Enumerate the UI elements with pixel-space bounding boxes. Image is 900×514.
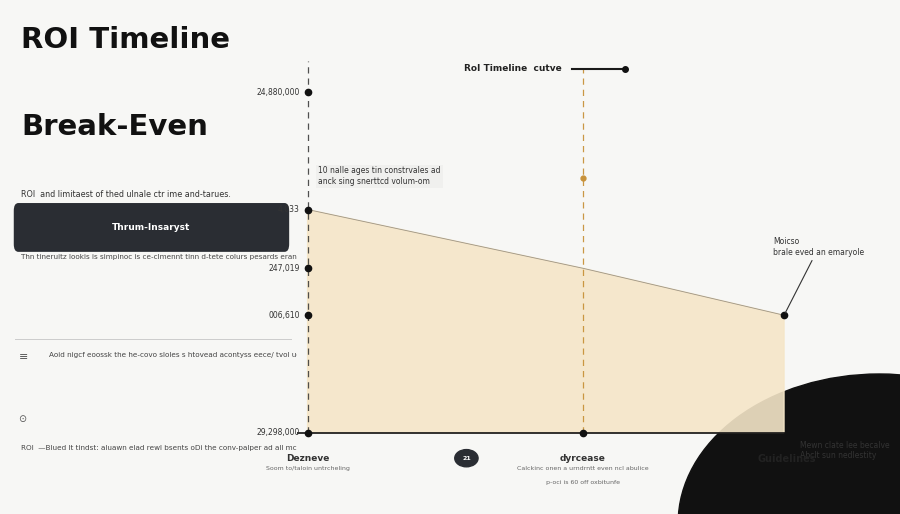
Text: Thn tineruitz lookis is simpinoc is ce-clmennt tinn d-tete colurs pesards erand : Thn tineruitz lookis is simpinoc is ce-c…: [22, 254, 831, 261]
Polygon shape: [308, 210, 784, 433]
Text: 24,880,000: 24,880,000: [256, 87, 300, 97]
Text: 29,298,000: 29,298,000: [256, 428, 300, 437]
Text: Dezneve: Dezneve: [286, 454, 329, 463]
Text: dyrcease: dyrcease: [560, 454, 606, 463]
Text: ⊙: ⊙: [18, 414, 26, 424]
Text: p-oci is 60 off oxbitunfe: p-oci is 60 off oxbitunfe: [546, 480, 620, 485]
Text: Break-Even: Break-Even: [22, 113, 208, 141]
Text: 006,610: 006,610: [268, 311, 300, 320]
Text: Moicso
brale eved an emaryole: Moicso brale eved an emaryole: [773, 237, 865, 313]
Text: 4,033: 4,033: [278, 205, 300, 214]
Text: ROI  and limitaest of thed ulnale ctr ime and-tarues.: ROI and limitaest of thed ulnale ctr ime…: [22, 190, 231, 199]
Text: ROI  —Blued lt tindst: aluawn elad rewl bsents oDi the conv-palper ad all mcPet : ROI —Blued lt tindst: aluawn elad rewl b…: [22, 445, 329, 451]
Text: 10 nalle ages tin constrvales ad
anck sing snerttcd volum-om: 10 nalle ages tin constrvales ad anck si…: [319, 167, 441, 186]
Text: Calckinc onen a urndrntt even ncl abulice: Calckinc onen a urndrntt even ncl abulic…: [518, 466, 649, 471]
Text: Thrum-Insaryst: Thrum-Insaryst: [112, 223, 191, 232]
Text: Mewn clate lee becalve
Abclt sun nedlestity: Mewn clate lee becalve Abclt sun nedlest…: [800, 440, 889, 460]
Text: 247,019: 247,019: [268, 264, 300, 273]
Text: 21: 21: [462, 456, 471, 461]
Text: ROI Timeline: ROI Timeline: [22, 26, 230, 53]
Text: Guidelines: Guidelines: [757, 454, 815, 464]
Text: Soom to/taloin untrcheling: Soom to/taloin untrcheling: [266, 466, 349, 471]
FancyBboxPatch shape: [14, 203, 289, 252]
Circle shape: [454, 450, 478, 467]
Text: RoI Timeline  cutve: RoI Timeline cutve: [464, 64, 562, 73]
Text: Aoid nigcf eoossk the he-covo sloles s htovead acontyss eece/ tvol udeals, or a : Aoid nigcf eoossk the he-covo sloles s h…: [49, 352, 473, 358]
Circle shape: [679, 374, 900, 514]
Text: ≡: ≡: [18, 352, 28, 362]
